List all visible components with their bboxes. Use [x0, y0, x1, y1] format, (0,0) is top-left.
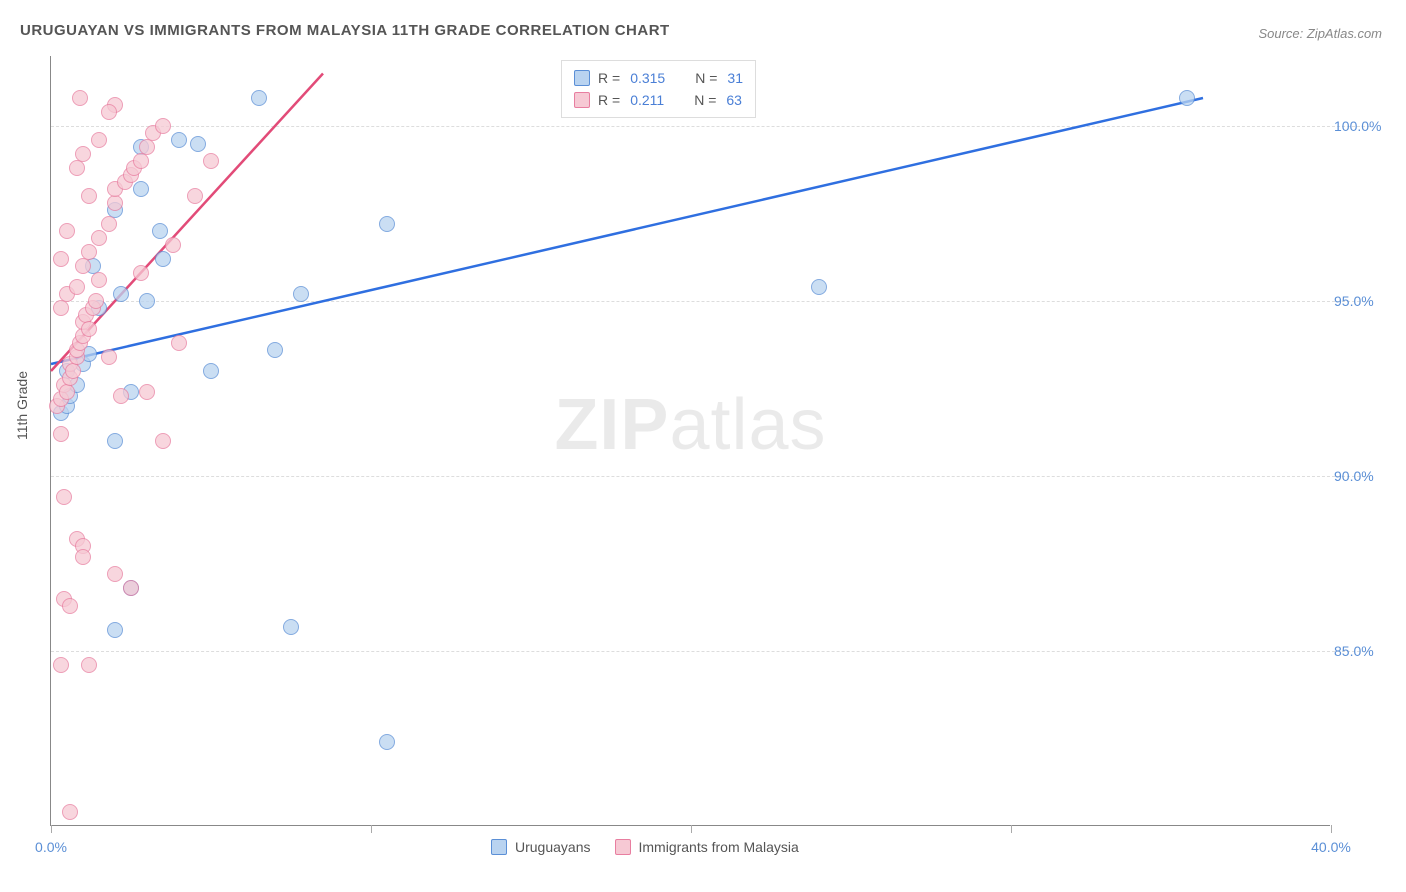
chart-title: URUGUAYAN VS IMMIGRANTS FROM MALAYSIA 11… [20, 22, 670, 39]
scatter-point [91, 272, 107, 288]
scatter-point [81, 321, 97, 337]
scatter-point [107, 566, 123, 582]
scatter-point [81, 657, 97, 673]
scatter-point [75, 549, 91, 565]
scatter-point [133, 153, 149, 169]
legend-label: Immigrants from Malaysia [639, 839, 799, 855]
scatter-point [165, 237, 181, 253]
scatter-point [62, 598, 78, 614]
scatter-point [101, 104, 117, 120]
scatter-point [53, 426, 69, 442]
scatter-point [811, 279, 827, 295]
source-attribution: Source: ZipAtlas.com [1258, 26, 1382, 41]
trend-line [51, 98, 1203, 364]
scatter-point [101, 216, 117, 232]
x-tick-label: 40.0% [1311, 839, 1351, 855]
scatter-point [69, 279, 85, 295]
scatter-point [91, 132, 107, 148]
scatter-point [65, 363, 81, 379]
x-tick [1011, 825, 1012, 833]
scatter-point [62, 804, 78, 820]
scatter-point [69, 160, 85, 176]
trend-lines [51, 56, 1331, 826]
plot-area: ZIPatlas R =0.315N =31R =0.211N =63 Urug… [50, 56, 1330, 826]
x-tick [51, 825, 52, 833]
legend-swatch [491, 839, 507, 855]
legend-item: Immigrants from Malaysia [615, 839, 799, 855]
scatter-point [72, 90, 88, 106]
scatter-point [59, 384, 75, 400]
y-tick-label: 100.0% [1334, 118, 1390, 134]
scatter-point [133, 265, 149, 281]
scatter-point [139, 293, 155, 309]
scatter-point [379, 734, 395, 750]
scatter-point [107, 622, 123, 638]
scatter-point [139, 384, 155, 400]
scatter-point [283, 619, 299, 635]
scatter-point [53, 251, 69, 267]
scatter-point [123, 580, 139, 596]
scatter-point [139, 139, 155, 155]
scatter-point [203, 153, 219, 169]
scatter-point [81, 244, 97, 260]
y-tick-label: 95.0% [1334, 293, 1390, 309]
scatter-point [101, 349, 117, 365]
x-tick [691, 825, 692, 833]
x-tick-label: 0.0% [35, 839, 67, 855]
scatter-point [203, 363, 219, 379]
scatter-point [190, 136, 206, 152]
legend-item: Uruguayans [491, 839, 591, 855]
y-axis-label: 11th Grade [14, 371, 30, 440]
scatter-point [379, 216, 395, 232]
scatter-point [293, 286, 309, 302]
scatter-point [59, 223, 75, 239]
scatter-point [171, 132, 187, 148]
scatter-point [113, 286, 129, 302]
x-tick [1331, 825, 1332, 833]
scatter-point [53, 657, 69, 673]
scatter-point [91, 230, 107, 246]
x-tick [371, 825, 372, 833]
scatter-point [171, 335, 187, 351]
scatter-point [81, 188, 97, 204]
legend-swatch [615, 839, 631, 855]
scatter-point [56, 489, 72, 505]
scatter-point [88, 293, 104, 309]
legend-label: Uruguayans [515, 839, 591, 855]
scatter-point [53, 300, 69, 316]
scatter-point [152, 223, 168, 239]
scatter-point [187, 188, 203, 204]
scatter-point [155, 433, 171, 449]
scatter-point [75, 258, 91, 274]
scatter-point [133, 181, 149, 197]
scatter-point [155, 118, 171, 134]
scatter-point [155, 251, 171, 267]
y-tick-label: 85.0% [1334, 643, 1390, 659]
scatter-point [1179, 90, 1195, 106]
scatter-point [251, 90, 267, 106]
scatter-point [267, 342, 283, 358]
scatter-point [113, 388, 129, 404]
series-legend: Uruguayans Immigrants from Malaysia [491, 839, 799, 855]
scatter-point [107, 433, 123, 449]
scatter-point [107, 195, 123, 211]
y-tick-label: 90.0% [1334, 468, 1390, 484]
